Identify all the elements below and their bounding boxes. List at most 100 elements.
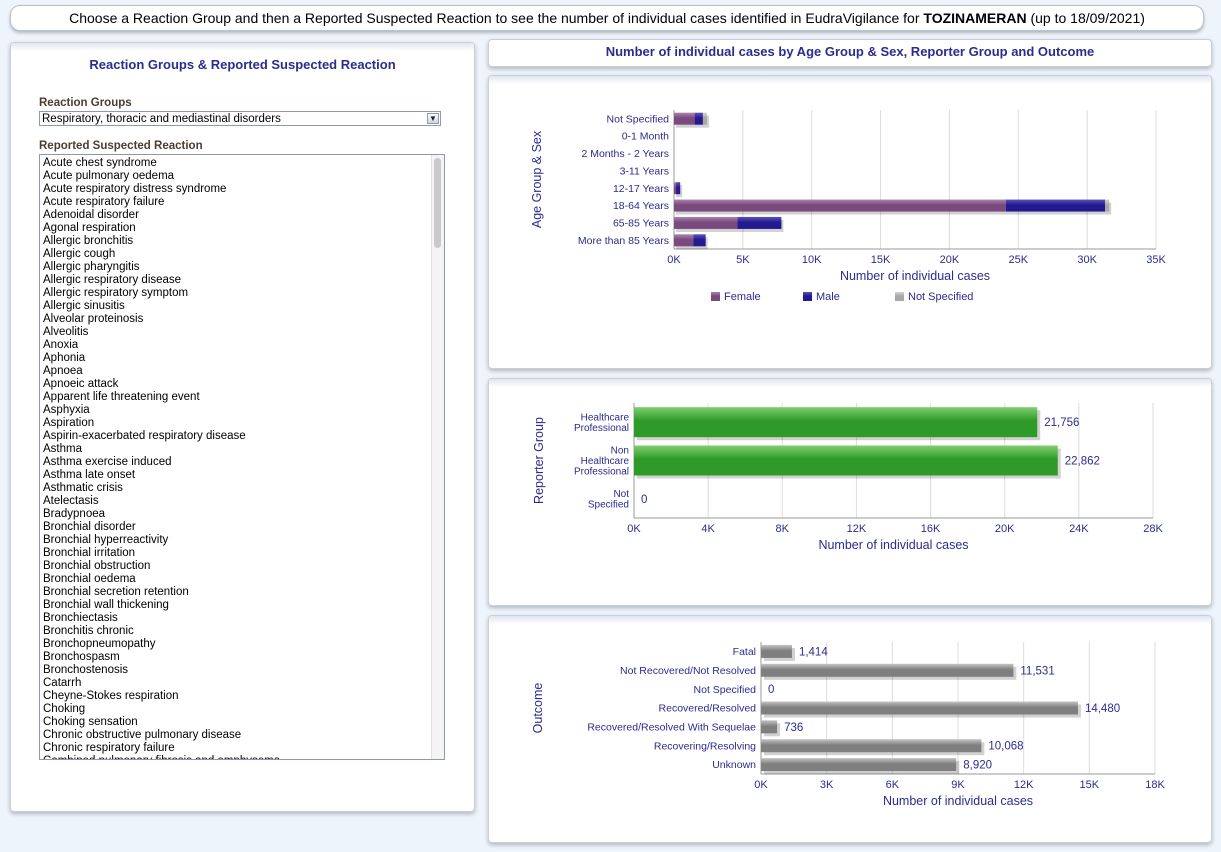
category-label: Recovered/Resolved	[659, 703, 757, 715]
x-tick-label: 0K	[667, 254, 681, 266]
reaction-list-item[interactable]: Bronchospasm	[43, 651, 120, 663]
y-axis-title: Reporter Group	[532, 417, 546, 504]
reaction-list-item[interactable]: Allergic pharyngitis	[43, 261, 140, 273]
reaction-list-item[interactable]: Choking	[43, 703, 86, 715]
reaction-list: Acute chest syndrome Acute pulmonary oede…	[40, 155, 444, 759]
reaction-list-item[interactable]: Catarrh	[43, 677, 82, 689]
reaction-list-item[interactable]: Allergic bronchitis	[43, 235, 134, 247]
reaction-panel-title: Reaction Groups & Reported Suspected Rea…	[89, 57, 396, 72]
reaction-list-item[interactable]: Alveolar proteinosis	[43, 313, 144, 325]
x-tick-label: 24K	[1069, 523, 1089, 535]
reaction-list-item[interactable]: Allergic cough	[43, 248, 116, 260]
category-label: Not Recovered/Not Resolved	[620, 665, 756, 677]
reporter-chart-panel: 0K 4K 8K 12K 16K 20K 24K 28K Number of individua…	[488, 378, 1212, 606]
reaction-list-item[interactable]: Apnoeic attack	[43, 378, 119, 390]
listbox-scrollbar[interactable]	[431, 155, 444, 759]
category-label: Fatal	[733, 646, 756, 658]
reaction-list-item[interactable]: Atelectasis	[43, 495, 99, 507]
reaction-list-item[interactable]: Acute chest syndrome	[43, 157, 157, 169]
reaction-list-item[interactable]: Bronchial irritation	[43, 547, 136, 559]
reaction-list-item[interactable]: Asphyxia	[43, 404, 90, 416]
bar	[761, 701, 1078, 715]
reaction-list-item[interactable]: Bronchial obstruction	[43, 560, 151, 572]
reaction-list-item[interactable]: Allergic respiratory disease	[43, 274, 182, 286]
reaction-list-item[interactable]: Acute respiratory distress syndrome	[43, 183, 227, 195]
data-label: 11,531	[1020, 665, 1054, 677]
category-label: More than 85 Years	[578, 235, 669, 247]
bar	[761, 720, 778, 734]
reaction-list-item[interactable]: Allergic sinusitis	[43, 300, 125, 312]
data-label: 21,756	[1044, 417, 1079, 429]
reaction-list-item[interactable]: Bronchial hyperreactivity	[43, 534, 169, 546]
reaction-list-item[interactable]: Aspirin-exacerbated respiratory disease	[43, 430, 246, 442]
bar-segment	[694, 112, 703, 125]
reaction-list-item[interactable]: Bronchial disorder	[43, 521, 136, 533]
reaction-list-item[interactable]: Bronchial oedema	[43, 573, 136, 585]
x-tick-label: 8K	[776, 523, 790, 535]
bar-segment	[1105, 199, 1110, 212]
reaction-list-item[interactable]: Agonal respiration	[43, 222, 136, 234]
category-label: Not Specified	[607, 113, 670, 125]
x-tick-label: 5K	[736, 254, 750, 266]
outcome-chart: 0K 3K 6K 9K 12K 15K 18K Number of individual ca…	[531, 642, 1165, 808]
category-label: 12-17 Years	[613, 183, 669, 195]
reaction-list-item[interactable]: Asthma exercise induced	[43, 456, 172, 468]
category-label: Not Specified	[588, 489, 629, 510]
reaction-list-item[interactable]: Aspiration	[43, 417, 95, 429]
bar	[761, 758, 957, 772]
reaction-list-item[interactable]: Chronic obstructive pulmonary disease	[43, 729, 242, 741]
reaction-list-item[interactable]: Bronchial secretion retention	[43, 586, 189, 598]
reaction-list-item[interactable]: Apnoea	[43, 365, 83, 377]
reaction-list-item[interactable]: Anoxia	[43, 339, 79, 351]
legend-label: Female	[724, 291, 761, 303]
x-tick-label: 28K	[1143, 523, 1163, 535]
reaction-list-item[interactable]: Chronic respiratory failure	[43, 742, 175, 754]
reaction-list-item[interactable]: Bradypnoea	[43, 508, 106, 520]
x-tick-label: 18K	[1145, 779, 1165, 791]
bar-segment	[702, 112, 708, 125]
reaction-list-item[interactable]: Cheyne-Stokes respiration	[43, 690, 179, 702]
x-axis-title: Number of individual cases	[883, 794, 1033, 808]
reaction-list-item[interactable]: Apparent life threatening event	[43, 391, 200, 403]
reaction-list-item[interactable]: Asthma	[43, 443, 82, 455]
dropdown-arrow-icon[interactable]: ▼	[427, 113, 439, 124]
reaction-list-item[interactable]: Alveolitis	[43, 326, 89, 338]
reaction-list-item[interactable]: Combined pulmonary fibrosis and emphysem…	[43, 755, 444, 759]
reaction-list-item[interactable]: Bronchopneumopathy	[43, 638, 156, 650]
category-label: 3-11 Years	[620, 165, 669, 177]
x-tick-label: 15K	[1080, 779, 1100, 791]
reaction-list-item[interactable]: Acute pulmonary oedema	[43, 170, 175, 182]
reaction-groups-label: Reaction Groups	[39, 97, 132, 109]
reaction-list-item[interactable]: Acute respiratory failure	[43, 196, 165, 208]
reaction-list-item[interactable]: Adenoidal disorder	[43, 209, 139, 221]
x-tick-label: 35K	[1146, 254, 1166, 266]
category-label: Recovering/Resolving	[654, 740, 756, 752]
legend-label: Male	[816, 291, 840, 303]
age-sex-chart-panel: 0K 5K 10K 15K 20K 25K 30K 35K Number of individu…	[488, 75, 1212, 369]
reaction-listbox[interactable]: Acute chest syndrome Acute pulmonary oede…	[39, 154, 445, 760]
x-axis-title: Number of individual cases	[818, 538, 968, 552]
reaction-list-item[interactable]: Aphonia	[43, 352, 86, 364]
reaction-list-item[interactable]: Bronchostenosis	[43, 664, 129, 676]
bar-segment	[737, 216, 782, 229]
legend-label: Not Specified	[908, 291, 973, 303]
panel-header-strip	[11, 43, 474, 51]
reaction-list-item[interactable]: Choking sensation	[43, 716, 138, 728]
reaction-list-item[interactable]: Asthma late onset	[43, 469, 136, 481]
reaction-list-item[interactable]: Asthmatic crisis	[43, 482, 123, 494]
outcome-chart-panel: 0K 3K 6K 9K 12K 15K 18K Number of individual ca…	[488, 615, 1212, 843]
bar-segment	[676, 182, 681, 195]
reaction-group-dropdown[interactable]: Respiratory, thoracic and mediastinal di…	[39, 111, 441, 126]
scrollbar-thumb[interactable]	[434, 158, 441, 248]
category-label: 0-1 Month	[622, 131, 669, 143]
category-label: Not Specified	[694, 684, 757, 696]
bar	[634, 407, 1038, 438]
reaction-list-item[interactable]: Allergic respiratory symptom	[43, 287, 189, 299]
reaction-list-item[interactable]: Bronchiectasis	[43, 612, 118, 624]
reaction-list-item[interactable]: Bronchial wall thickening	[43, 599, 169, 611]
y-axis-title: Outcome	[531, 683, 545, 734]
data-label: 1,414	[799, 646, 828, 658]
reaction-list-item[interactable]: Bronchitis chronic	[43, 625, 134, 637]
data-label: 736	[784, 722, 803, 734]
age-sex-chart: 0K 5K 10K 15K 20K 25K 30K 35K Number of individu…	[530, 110, 1166, 303]
